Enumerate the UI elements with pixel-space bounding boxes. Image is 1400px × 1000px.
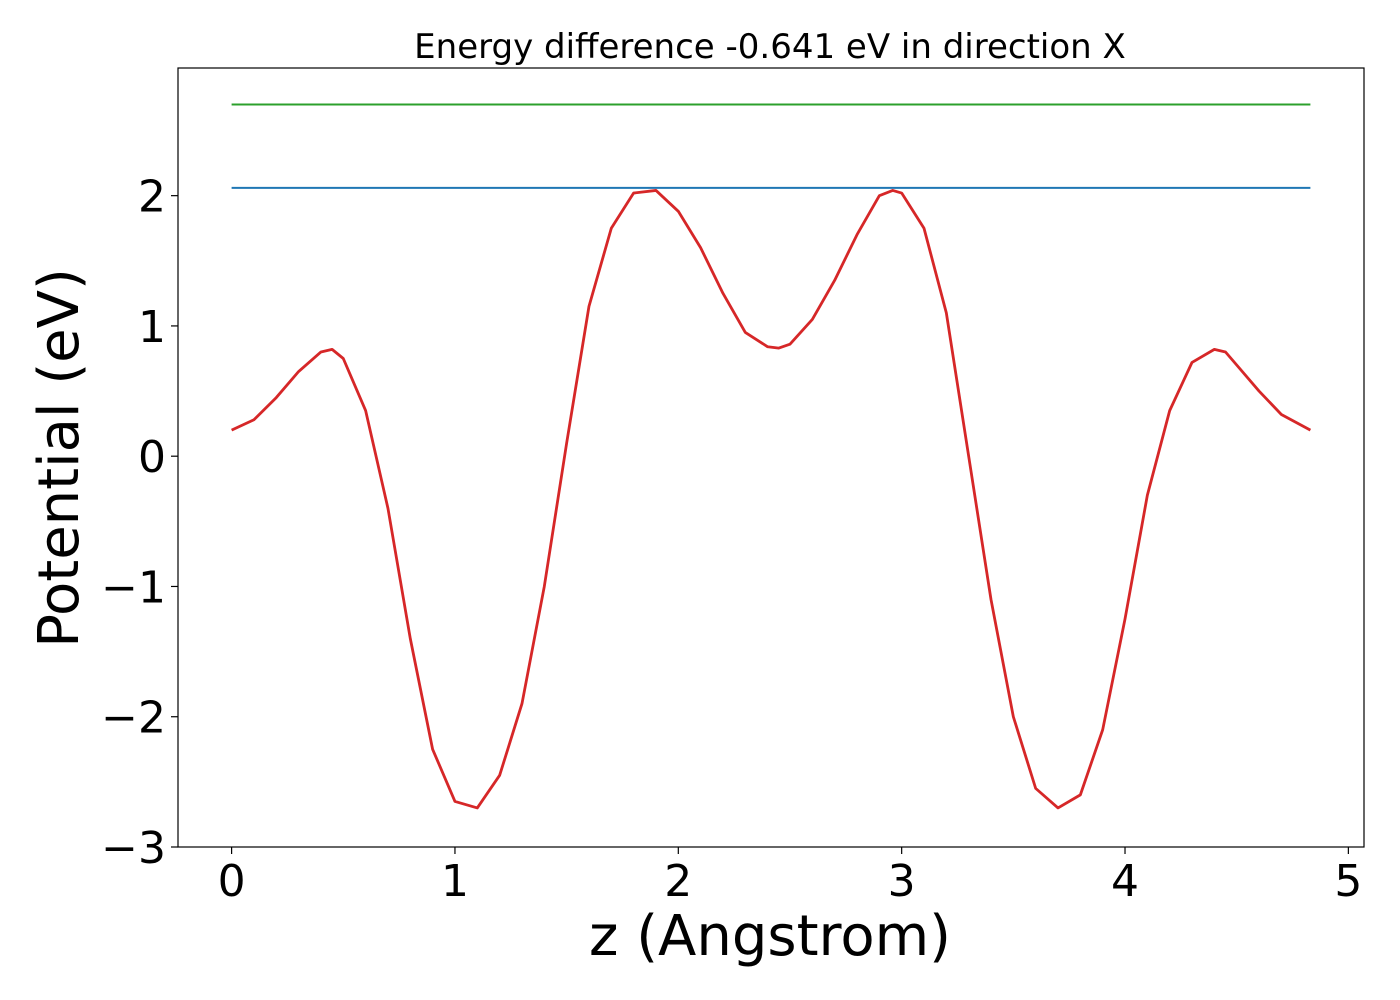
plot-frame	[177, 67, 1365, 848]
x-tick-label: 1	[441, 856, 469, 907]
x-tick-label: 5	[1334, 856, 1362, 907]
y-tick-label: −2	[101, 693, 166, 744]
x-axis-label: z (Angstrom)	[589, 904, 951, 969]
series-layer	[231, 103, 1312, 810]
x-tick-label: 0	[218, 856, 246, 907]
y-axis-label: Potential (eV)	[27, 268, 92, 648]
y-tick-label: 1	[138, 302, 166, 353]
x-tick-label: 2	[664, 856, 692, 907]
series-line-potential-curve	[231, 189, 1312, 810]
y-tick-label: −3	[101, 823, 166, 874]
y-axis: −3 −2 −1 0 1 2	[101, 172, 178, 874]
y-tick-label: 0	[138, 432, 166, 483]
y-tick-label: −1	[101, 562, 166, 613]
y-tick-label: 2	[138, 172, 166, 223]
x-tick-label: 3	[888, 856, 916, 907]
x-tick-label: 4	[1111, 856, 1139, 907]
chart-title: Energy difference -0.641 eV in direction…	[414, 27, 1126, 67]
x-axis: 0 1 2 3 4 5	[218, 847, 1362, 907]
